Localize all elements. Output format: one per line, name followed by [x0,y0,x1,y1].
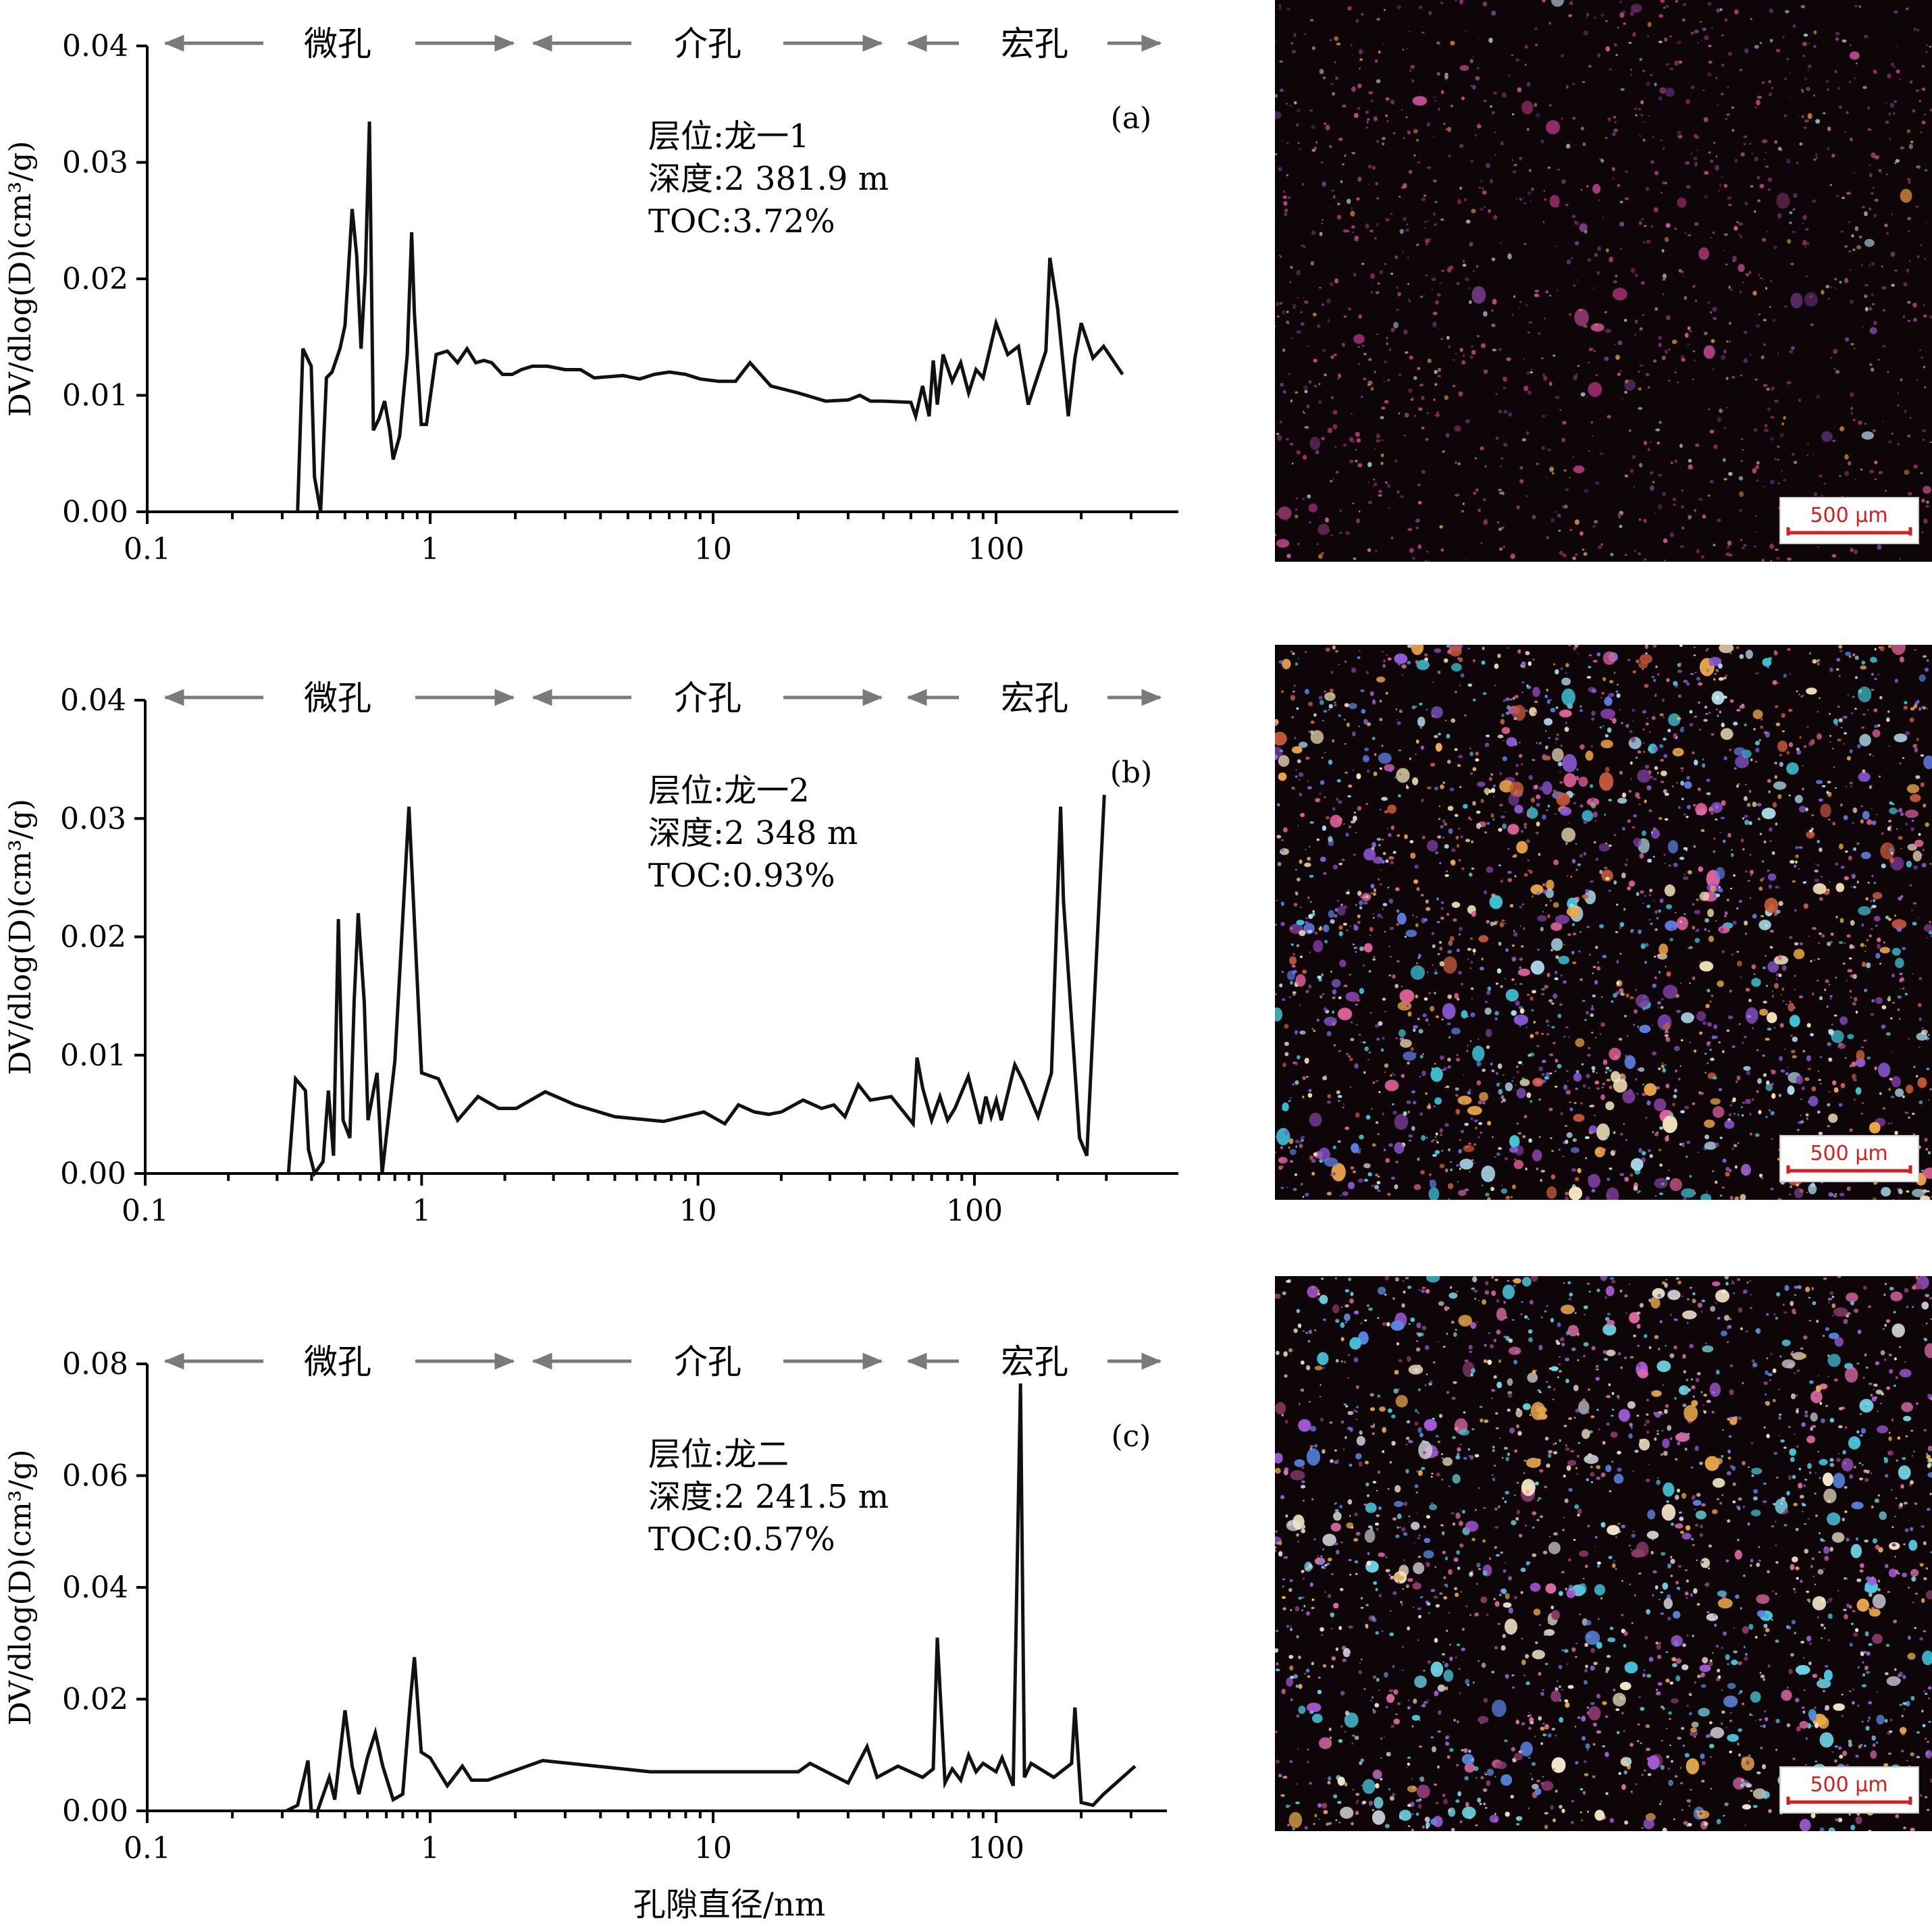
x-tick-label: 1 [421,1831,440,1866]
micrograph-background [1275,0,1932,562]
scale-bar-box [1779,1135,1919,1182]
region-label: 微孔 [304,1342,371,1381]
info-line: 层位:龙一2 [648,772,810,810]
y-tick-label: 0.02 [62,262,128,296]
region-label: 微孔 [304,679,371,718]
region-label: 宏孔 [1001,24,1068,63]
chart-panel-1: 0.00 0.01 0.02 0.03 0.04 0.1 1 10 100 DV/dlog(D)(… [3,24,1178,566]
x-tick-label: 1 [412,1194,431,1228]
info-line: TOC:0.57% [648,1521,835,1558]
x-tick-label: 0.1 [122,1194,169,1228]
info-line: 深度:2 241.5 m [648,1478,889,1516]
y-tick-label: 0.03 [60,801,126,836]
series-line-1 [286,795,1106,1178]
region-label: 介孔 [674,679,741,718]
info-line: TOC:0.93% [648,857,835,895]
panel-label: (b) [1110,756,1153,790]
y-tick-label: 0.03 [62,146,128,180]
x-tick-label: 1 [421,532,440,566]
y-axis-label: DV/dlog(D)(cm³/g) [3,141,38,417]
info-line: 层位:龙一1 [648,117,810,155]
mineral-grains [1275,1276,1932,1831]
region-label: 微孔 [304,24,371,63]
y-tick-label: 0.04 [62,29,128,63]
panel-label: (a) [1111,101,1152,136]
scale-bar-box [1779,1766,1919,1814]
micrographs: 500 µm 500 µm 500 µm [1275,0,1932,1831]
x-tick-label: 10 [694,1831,732,1866]
series-line-1 [296,122,1124,512]
micrograph-1: 500 µm [1275,0,1932,562]
micrograph-2: 500 µm [1275,645,1932,1200]
x-tick-label: 100 [968,532,1024,566]
charts: 0.00 0.01 0.02 0.03 0.04 0.1 1 10 100 DV/dlog(D)(… [3,24,1178,1924]
scale-bar-label: 500 µm [1810,504,1887,527]
micrograph-3: 500 µm [1275,1276,1932,1831]
region-label: 介孔 [674,24,741,63]
mineral-grains [1275,645,1932,1200]
y-tick-label: 0.08 [62,1347,128,1381]
info-line: TOC:3.72% [648,203,835,240]
chart-panel-2: 0.00 0.01 0.02 0.03 0.04 0.1 1 10 100 DV/dlog(D)(… [3,679,1178,1228]
region-label: 介孔 [674,1342,741,1381]
scale-bar-box [1779,497,1919,544]
info-line: 深度:2 381.9 m [648,160,889,198]
y-tick-label: 0.02 [60,920,126,955]
y-axis-label: DV/dlog(D)(cm³/g) [3,1450,38,1726]
info-line: 层位:龙二 [648,1435,789,1473]
scale-bar-label: 500 µm [1810,1773,1887,1797]
series-line-1 [285,1383,1137,1813]
x-tick-label: 10 [694,532,732,566]
y-tick-label: 0.01 [60,1038,126,1073]
y-tick-label: 0.00 [62,495,128,529]
micrograph-background [1275,645,1932,1200]
mineral-grains [1275,0,1932,562]
y-tick-label: 0.02 [62,1683,128,1717]
y-tick-label: 0.04 [60,683,126,718]
x-tick-label: 100 [968,1831,1024,1866]
region-label: 宏孔 [1001,1342,1068,1381]
chart-panel-3: 0.00 0.02 0.04 0.06 0.08 0.1 1 10 100 DV/dlog(D)(… [3,1342,1167,1924]
x-tick-label: 0.1 [124,532,171,566]
x-axis-label: 孔隙直径/nm [633,1886,826,1924]
y-tick-label: 0.06 [62,1459,128,1494]
x-tick-label: 100 [946,1194,1003,1228]
panel-label: (c) [1112,1419,1151,1454]
scale-bar-label: 500 µm [1810,1142,1887,1165]
x-tick-label: 0.1 [124,1831,171,1866]
info-line: 深度:2 348 m [648,814,858,852]
y-tick-label: 0.00 [60,1157,126,1191]
y-tick-label: 0.01 [62,379,128,413]
y-axis-label: DV/dlog(D)(cm³/g) [3,799,38,1075]
x-tick-label: 10 [679,1194,717,1228]
y-tick-label: 0.00 [62,1794,128,1828]
y-tick-label: 0.04 [62,1570,128,1605]
region-label: 宏孔 [1001,679,1068,718]
